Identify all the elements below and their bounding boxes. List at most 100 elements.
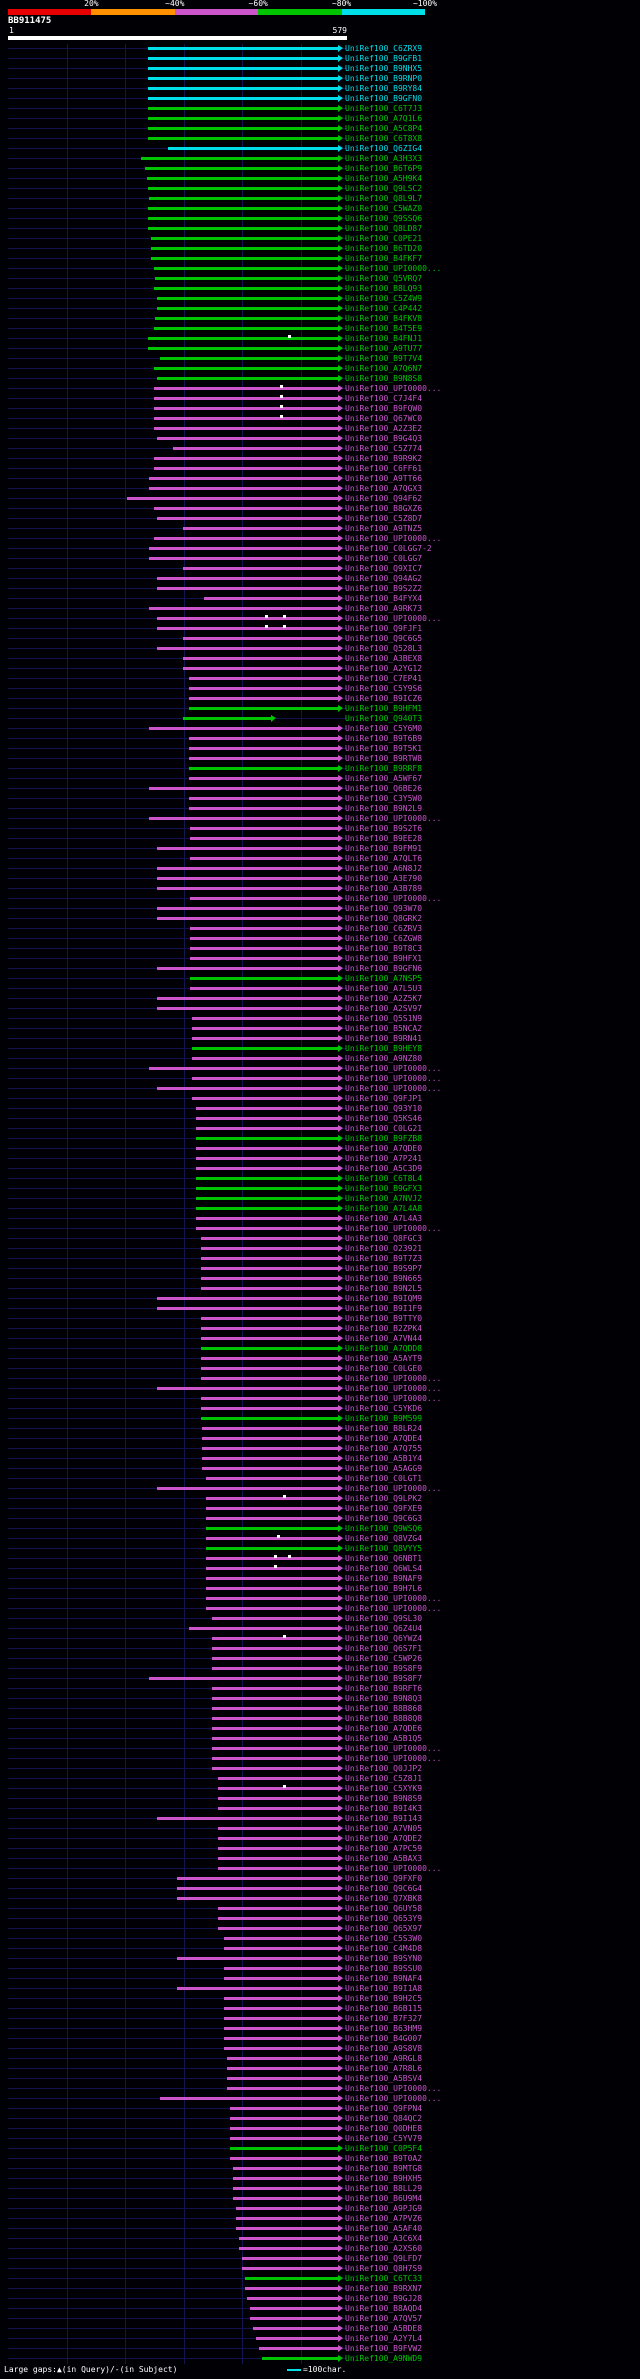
hit-bar[interactable] <box>149 477 339 480</box>
hit-label[interactable]: UniRef100_Q6YWZ4 <box>345 1634 423 1643</box>
hit-bar[interactable] <box>241 2267 339 2270</box>
hit-row[interactable]: UniRef100_Q5VRQ7 <box>0 274 640 284</box>
hit-bar[interactable] <box>195 1167 339 1170</box>
hit-bar[interactable] <box>188 707 339 710</box>
hit-label[interactable]: UniRef100_B9M599 <box>345 1414 423 1423</box>
hit-row[interactable]: UniRef100_C5XYK9 <box>0 1784 640 1794</box>
hit-row[interactable]: UniRef100_A9RK73 <box>0 604 640 614</box>
hit-label[interactable]: UniRef100_A7Q1L6 <box>345 114 423 123</box>
hit-label[interactable]: UniRef100_B4T5E9 <box>345 324 423 333</box>
hit-bar[interactable] <box>156 437 339 440</box>
hit-row[interactable]: UniRef100_B9S8F7 <box>0 1674 640 1684</box>
hit-row[interactable]: UniRef100_Q93Y10 <box>0 1104 640 1114</box>
hit-row[interactable]: UniRef100_B6B115 <box>0 2004 640 2014</box>
hit-bar[interactable] <box>172 447 339 450</box>
hit-row[interactable]: UniRef100_A7R8L6 <box>0 2064 640 2074</box>
hit-row[interactable]: UniRef100_Q528L3 <box>0 644 640 654</box>
hit-row[interactable]: UniRef100_B7F327 <box>0 2014 640 2024</box>
hit-bar[interactable] <box>191 1037 339 1040</box>
hit-bar[interactable] <box>157 615 339 620</box>
hit-bar[interactable] <box>203 597 339 600</box>
hit-label[interactable]: UniRef100_C5Y6M0 <box>345 724 423 733</box>
hit-row[interactable]: UniRef100_A2XS60 <box>0 2244 640 2254</box>
hit-bar[interactable] <box>177 1877 339 1880</box>
hit-bar[interactable] <box>212 1687 339 1690</box>
hit-bar[interactable] <box>153 267 339 270</box>
hit-row[interactable]: UniRef100_A7PVZ6 <box>0 2214 640 2224</box>
hit-row[interactable]: UniRef100_A3BEX8 <box>0 654 640 664</box>
hit-row[interactable]: UniRef100_C4P442 <box>0 304 640 314</box>
hit-bar[interactable] <box>147 87 339 90</box>
hit-row[interactable]: UniRef100_A7QLT6 <box>0 854 640 864</box>
hit-row[interactable]: UniRef100_A6N8J2 <box>0 864 640 874</box>
hit-bar[interactable] <box>159 357 339 360</box>
hit-row[interactable]: UniRef100_A7NSP5 <box>0 974 640 984</box>
hit-label[interactable]: UniRef100_A9TU77 <box>345 344 423 353</box>
hit-row[interactable]: UniRef100_A7L5U3 <box>0 984 640 994</box>
hit-label[interactable]: UniRef100_B7F327 <box>345 2014 423 2023</box>
hit-row[interactable]: UniRef100_C5Z8D7 <box>0 514 640 524</box>
hit-row[interactable]: UniRef100_C5Y6M0 <box>0 724 640 734</box>
hit-label[interactable]: UniRef100_A7QGX3 <box>345 484 423 493</box>
hit-bar[interactable] <box>191 1077 339 1080</box>
hit-bar[interactable] <box>147 217 339 220</box>
hit-row[interactable]: UniRef100_C6ZRX9 <box>0 44 640 54</box>
hit-bar[interactable] <box>157 625 339 630</box>
hit-label[interactable]: UniRef100_Q9FXF0 <box>345 1874 423 1883</box>
hit-row[interactable]: UniRef100_Q5KS46 <box>0 1114 640 1124</box>
hit-row[interactable]: UniRef100_C0LGT1 <box>0 1474 640 1484</box>
hit-bar[interactable] <box>153 367 339 370</box>
hit-row[interactable]: UniRef100_A5AYT9 <box>0 1354 640 1364</box>
hit-row[interactable]: UniRef100_B9T7V4 <box>0 354 640 364</box>
hit-label[interactable]: UniRef100_B9GFB1 <box>345 54 423 63</box>
hit-bar[interactable] <box>218 1777 339 1780</box>
hit-label[interactable]: UniRef100_Q5S1N9 <box>345 1014 423 1023</box>
hit-bar[interactable] <box>206 1477 339 1480</box>
hit-row[interactable]: UniRef100_B4FKV8 <box>0 314 640 324</box>
hit-row[interactable]: UniRef100_B9T8C3 <box>0 944 640 954</box>
hit-label[interactable]: UniRef100_B9I143 <box>345 1814 423 1823</box>
hit-bar[interactable] <box>195 1177 339 1180</box>
hit-bar[interactable] <box>153 327 339 330</box>
hit-bar[interactable] <box>212 1717 339 1720</box>
hit-row[interactable]: UniRef100_Q93W70 <box>0 904 640 914</box>
hit-label[interactable]: UniRef100_Q9XIC7 <box>345 564 423 573</box>
hit-bar[interactable] <box>218 1837 339 1840</box>
hit-row[interactable]: UniRef100_B9HFX1 <box>0 954 640 964</box>
hit-row[interactable]: UniRef100_A5AF40 <box>0 2224 640 2234</box>
hit-row[interactable]: UniRef100_C6T8X8 <box>0 134 640 144</box>
hit-label[interactable]: UniRef100_A7QDE6 <box>345 1724 423 1733</box>
hit-row[interactable]: UniRef100_A7L4A3 <box>0 1214 640 1224</box>
hit-label[interactable]: UniRef100_B9N2L5 <box>345 1284 423 1293</box>
hit-bar[interactable] <box>153 405 339 410</box>
hit-row[interactable]: UniRef100_A7VN44 <box>0 1334 640 1344</box>
hit-label[interactable]: UniRef100_Q0JJP2 <box>345 1764 423 1773</box>
hit-label[interactable]: UniRef100_A7QDE0 <box>345 1144 423 1153</box>
hit-label[interactable]: UniRef100_B9HFM1 <box>345 704 423 713</box>
hit-row[interactable]: UniRef100_A7PC59 <box>0 1844 640 1854</box>
hit-bar[interactable] <box>212 1657 339 1660</box>
hit-row[interactable]: UniRef100_UPI0000... <box>0 2084 640 2094</box>
hit-bar[interactable] <box>232 2167 339 2170</box>
hit-bar[interactable] <box>183 567 339 570</box>
hit-label[interactable]: UniRef100_Q8VZG4 <box>345 1534 423 1543</box>
hit-row[interactable]: UniRef100_A7QDD8 <box>0 1344 640 1354</box>
hit-label[interactable]: UniRef100_B4FYX4 <box>345 594 423 603</box>
hit-row[interactable]: UniRef100_B9H2C5 <box>0 1994 640 2004</box>
hit-row[interactable]: UniRef100_Q9XIC7 <box>0 564 640 574</box>
hit-row[interactable]: UniRef100_B4FNJ1 <box>0 334 640 344</box>
hit-label[interactable]: UniRef100_Q8L9L7 <box>345 194 423 203</box>
hit-label[interactable]: UniRef100_A7L5U3 <box>345 984 423 993</box>
hit-bar[interactable] <box>147 207 339 210</box>
hit-row[interactable]: UniRef100_A5C3D9 <box>0 1164 640 1174</box>
hit-bar[interactable] <box>157 917 339 920</box>
hit-bar[interactable] <box>153 537 339 540</box>
hit-bar[interactable] <box>232 2197 339 2200</box>
hit-bar[interactable] <box>206 1565 339 1570</box>
hit-bar[interactable] <box>151 257 339 260</box>
hit-bar[interactable] <box>156 307 339 310</box>
hit-label[interactable]: UniRef100_A5AF40 <box>345 2224 423 2233</box>
hit-label[interactable]: UniRef100_UPI0000... <box>345 1084 442 1093</box>
hit-row[interactable]: UniRef100_A2Z3E2 <box>0 424 640 434</box>
hit-row[interactable]: UniRef100_C7EP41 <box>0 674 640 684</box>
